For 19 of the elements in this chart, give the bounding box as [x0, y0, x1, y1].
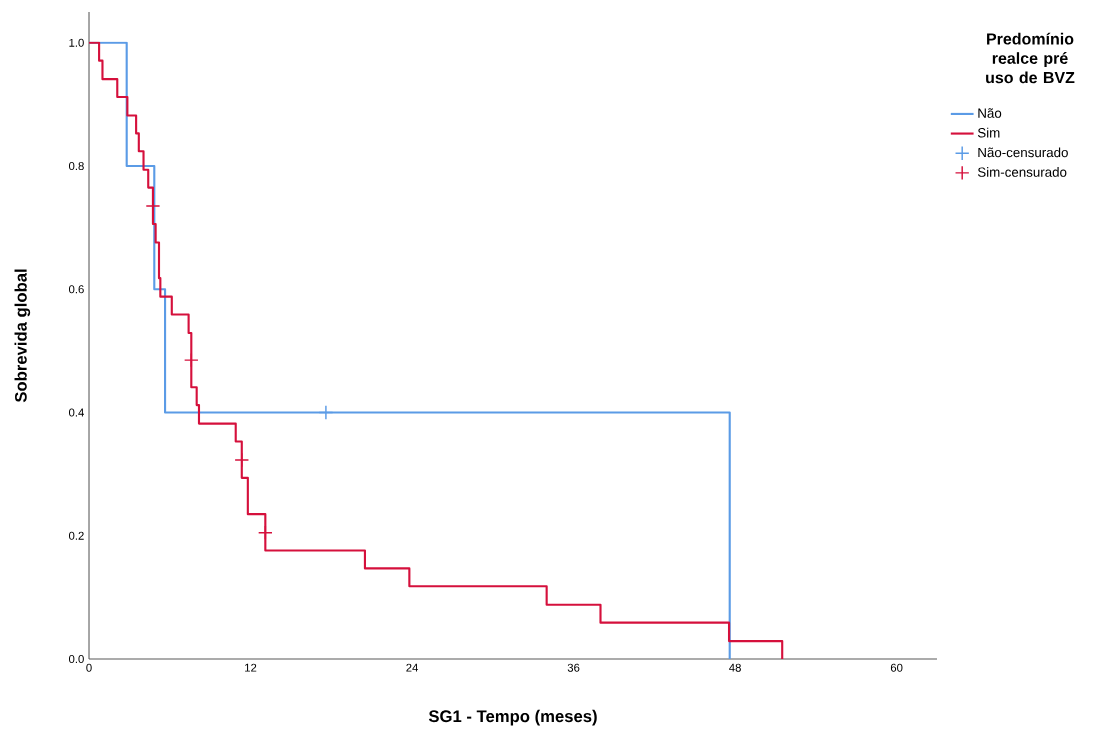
x-tick-label: 48 [729, 663, 741, 672]
x-tick-label: 24 [406, 663, 419, 672]
y-tick-label: 0.0 [68, 654, 84, 663]
legend-label: Não-censurado [978, 147, 1068, 158]
y-tick-label: 1.0 [69, 38, 84, 47]
x-tick-label: 60 [890, 663, 903, 672]
legend-label: Sim-censurado [977, 167, 1067, 177]
y-tick-label: 0.4 [68, 408, 84, 417]
x-tick-label: 12 [245, 663, 257, 672]
y-tick-label: 0.8 [68, 162, 84, 171]
y-axis-title: Sobrevida global [14, 269, 31, 403]
x-axis-title: SG1 - Tempo (meses) [428, 709, 597, 726]
x-tick-label: 36 [567, 663, 580, 672]
legend-label: Não [978, 108, 1002, 118]
y-tick-label: 0.6 [68, 285, 84, 294]
legend-title: Predomínio realce pré uso de BVZ [986, 32, 1075, 84]
x-tick-label: 0 [86, 663, 92, 672]
legend-label: Sim [977, 127, 1000, 138]
y-tick-label: 0.2 [68, 531, 84, 540]
